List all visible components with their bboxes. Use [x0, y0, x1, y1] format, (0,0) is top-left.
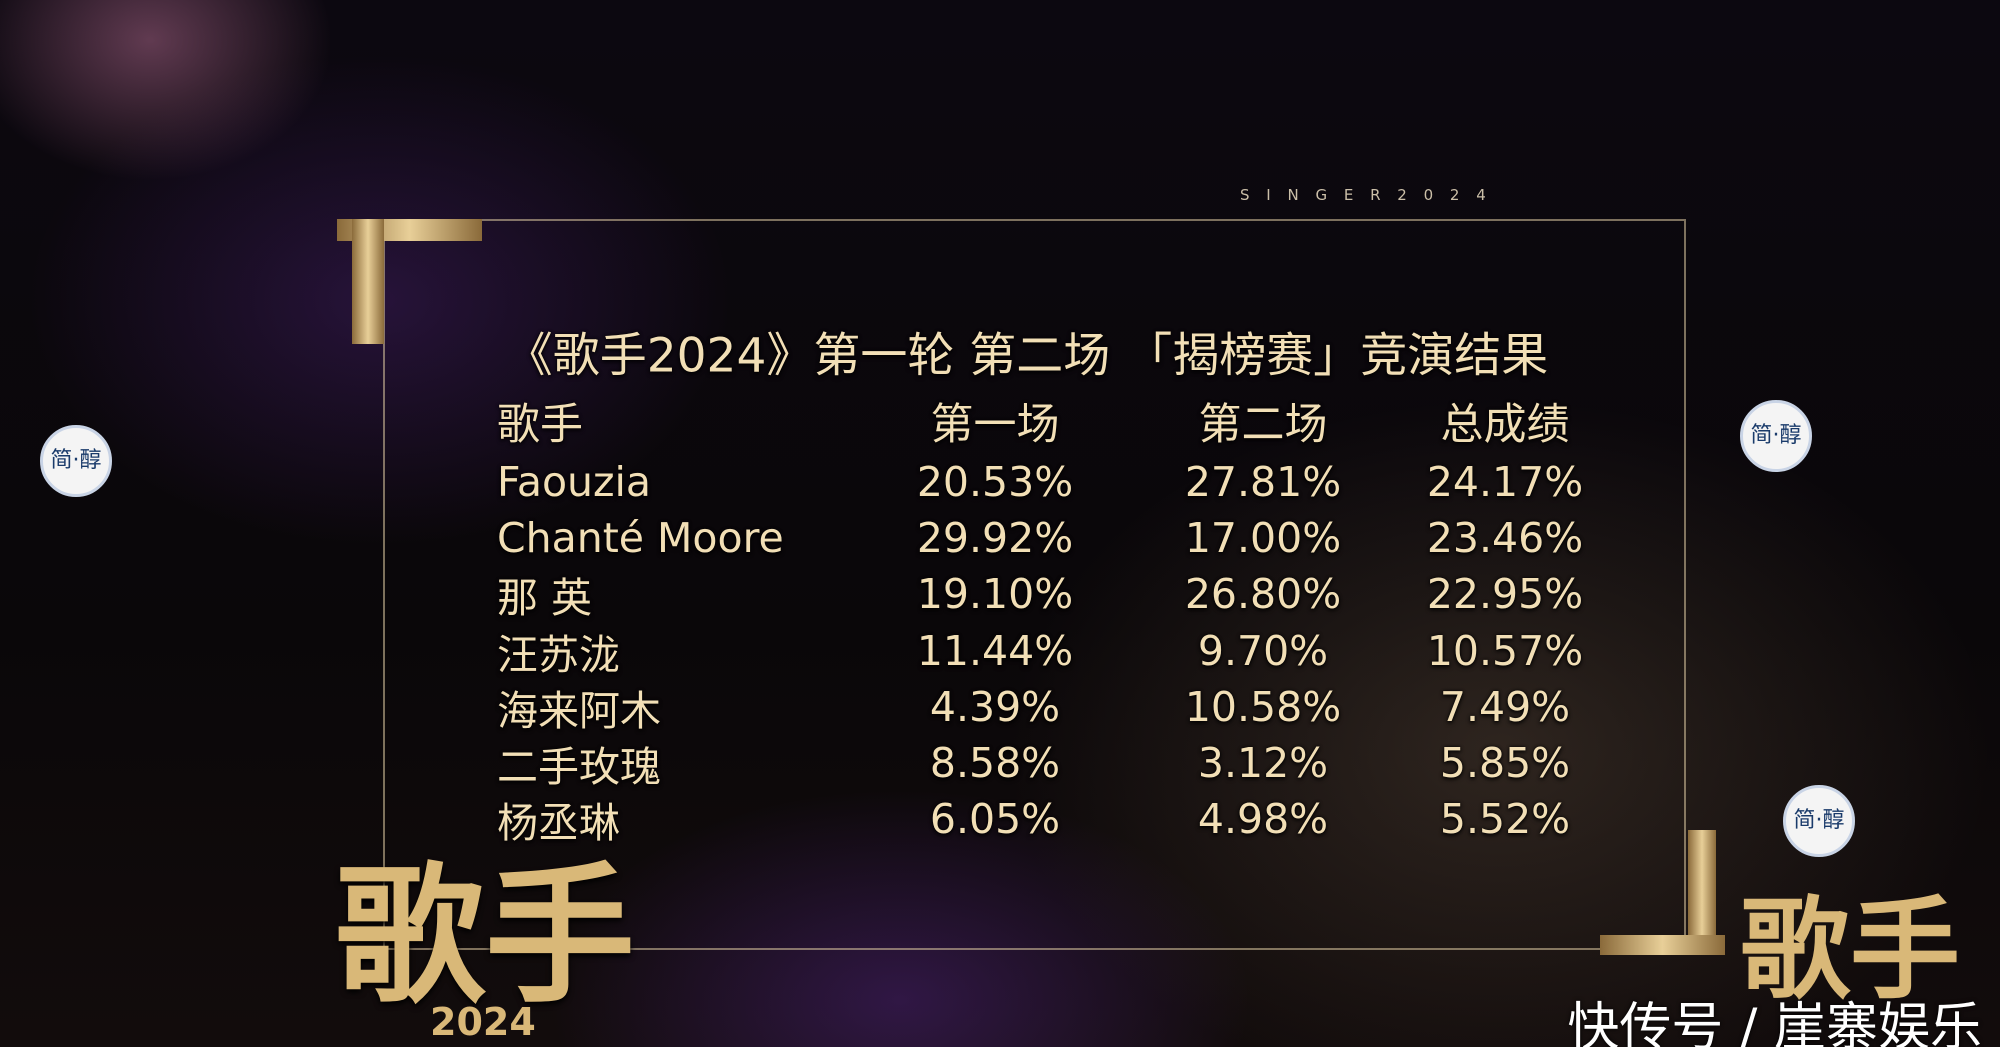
- score-cell: 3.12%: [1197, 739, 1329, 787]
- frame-bar: [1688, 830, 1716, 955]
- score-cell: 17.00%: [1184, 514, 1342, 563]
- singer-name: 汪苏泷: [497, 630, 620, 679]
- singer-name: 杨丞琳: [497, 799, 620, 848]
- score-cell: 11.44%: [916, 626, 1074, 675]
- score-cell: 7.49%: [1439, 682, 1571, 731]
- sponsor-badge: 简·醇: [1740, 400, 1812, 472]
- score-cell: 10.57%: [1426, 626, 1584, 675]
- score-cell: 9.70%: [1197, 626, 1329, 675]
- singer-name: Chanté Moore: [497, 514, 784, 563]
- score-cell: 4.98%: [1197, 795, 1329, 844]
- score-cell: 19.10%: [916, 570, 1074, 619]
- score-cell: 29.92%: [916, 514, 1074, 563]
- show-logo: 歌手: [335, 848, 636, 1024]
- singer-name: 二手玫瑰: [497, 743, 661, 791]
- singer-name: 那 英: [497, 574, 593, 623]
- singer-name: Faouzia: [497, 458, 652, 506]
- watermark: 快传号 / 崖寨娱乐: [1567, 998, 1982, 1047]
- frame: [383, 219, 1686, 950]
- header-cell: 歌手: [497, 400, 583, 450]
- show-logo-year: 2024: [430, 1000, 536, 1044]
- sponsor-badge: 简·醇: [1783, 785, 1855, 857]
- header-cell: 第二场: [1198, 400, 1328, 450]
- score-cell: 27.81%: [1184, 458, 1342, 506]
- header-cell: 第一场: [930, 400, 1060, 450]
- show-logo: 歌手: [1740, 885, 1960, 1014]
- sponsor-badge: 简·醇: [40, 425, 112, 497]
- score-cell: 24.17%: [1426, 458, 1584, 506]
- frame-bar: [352, 219, 384, 344]
- score-cell: 26.80%: [1184, 570, 1342, 619]
- score-cell: 5.85%: [1439, 739, 1571, 787]
- table-title: 《歌手2024》第一轮 第二场 「揭榜赛」竞演结果: [505, 328, 1549, 384]
- score-cell: 10.58%: [1184, 682, 1342, 731]
- banner: S I N G E R 2 0 2 4: [1240, 186, 1492, 204]
- score-cell: 4.39%: [929, 682, 1061, 731]
- score-cell: 23.46%: [1426, 514, 1584, 563]
- score-cell: 5.52%: [1439, 795, 1571, 844]
- score-cell: 8.58%: [929, 739, 1061, 787]
- score-cell: 22.95%: [1426, 570, 1584, 619]
- singer-name: 海来阿木: [497, 686, 661, 735]
- score-cell: 20.53%: [916, 458, 1074, 506]
- header-cell: 总成绩: [1440, 400, 1570, 450]
- score-cell: 6.05%: [929, 795, 1061, 844]
- frame-bar: [1600, 935, 1725, 955]
